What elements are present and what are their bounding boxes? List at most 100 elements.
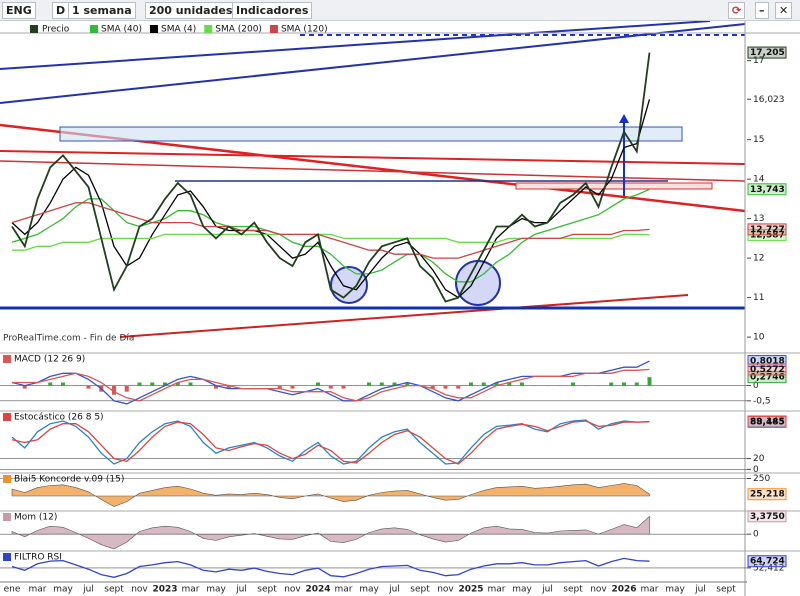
last-value-box [747,223,787,236]
refresh-button[interactable]: ⟳ [728,2,746,19]
histogram-bar [22,385,27,389]
x-tick-label: 2024 [305,585,330,595]
histogram-bar [303,385,308,387]
last-value-label: 0,2746 [750,373,785,383]
symbol-select[interactable]: ENG [2,2,36,19]
close-button[interactable]: ✕ [775,2,793,19]
histogram-bar [622,382,626,386]
histogram-bar [609,382,614,386]
series-line [11,557,650,578]
panel-title: MACD (12 26 9) [14,355,85,365]
legend-label: SMA (200) [215,25,262,35]
histogram-bar [532,385,537,387]
series-line [11,202,650,259]
series-line [11,360,650,405]
histogram-bar [379,382,384,386]
last-value-label: 25,218 [750,490,785,500]
x-tick-label: jul [388,585,400,595]
last-value-label: 64,724 [750,557,785,567]
histogram-bar [73,385,78,387]
panel-title: FILTRO RSI [14,553,62,563]
x-tick-label: 2025 [458,585,483,595]
indicators-button[interactable]: Indicadores [232,2,313,19]
x-tick-label: mar [182,585,200,595]
histogram-bar [405,382,410,386]
x-tick-label: sept [563,585,583,595]
histogram-bar [214,385,218,389]
legend-swatch [269,25,278,33]
histogram-bar [494,382,499,386]
minimize-button[interactable]: – [755,2,769,19]
histogram-bar [175,382,180,386]
y-tick-label: 16,023 [753,95,785,105]
panel-legend-icon [3,355,11,363]
panel-legend-icon [3,475,11,483]
histogram-bar [48,382,53,386]
y-tick-label: -0,5 [753,396,771,406]
series-line [12,233,650,251]
last-value-label: 12,587 [750,230,785,240]
x-tick-label: 2023 [152,585,177,595]
x-tick-label: sept [410,585,430,595]
period-select[interactable]: 1 semana [68,2,136,19]
legend-label: SMA (120) [281,25,328,35]
histogram-bar [252,385,257,387]
period-letter[interactable]: D [52,2,70,19]
x-tick-label: jul [694,585,706,595]
x-tick-label: sept [104,585,124,595]
legend-label: SMA (40) [101,25,142,35]
histogram-bar [545,385,550,387]
histogram-bar [290,385,295,389]
histogram-bar [583,385,588,387]
last-value-label: 88,485 [750,417,785,427]
x-tick-label: jul [541,585,553,595]
histogram-bar [328,385,333,389]
y-tick-label: 20 [753,454,765,464]
histogram-bar [277,385,282,389]
last-value-box [747,46,787,59]
histogram-bar [469,382,473,386]
histogram-bar [124,385,129,392]
x-tick-label: nov [437,585,454,595]
x-tick-label: jul [82,585,94,595]
histogram-bar [456,385,461,389]
legend-swatch [204,25,213,33]
histogram-bar [188,382,193,386]
histogram-bar [137,382,142,386]
histogram-bar [226,385,231,389]
last-value-label: 12,727 [750,225,785,235]
histogram-bar [239,385,244,387]
histogram-bar [507,382,512,386]
last-value-label: 3,3750 [750,512,785,522]
histogram-bar [35,385,40,387]
last-value-box [747,488,787,501]
toolbar: ENG D 1 semana 200 unidades Indicadores … [0,0,800,21]
area [11,483,650,507]
histogram-bar [392,382,397,386]
panel-legend-icon [3,513,11,521]
last-value-box [747,415,787,428]
panel-title: Mom (12) [14,513,57,523]
y-tick-label: 10 [753,333,765,343]
panel-legend-icon [3,413,11,421]
legend-swatch [149,25,158,33]
x-tick-label: may [512,585,532,595]
units-select[interactable]: 200 unidades [145,2,237,19]
series-line [11,188,650,283]
histogram-bar [443,385,448,389]
histogram-bar [647,377,652,386]
histogram-bar [354,385,359,387]
last-value-box [747,555,787,568]
histogram-bar [571,382,575,386]
x-tick-label: ene [4,585,21,595]
series-line [11,52,651,303]
y-tick-label: 11 [753,293,764,303]
legend-swatch [30,25,38,33]
histogram-bar [634,382,639,386]
legend-swatch [90,25,98,33]
panel-legend-icon [3,553,11,561]
x-tick-label: may [665,585,685,595]
y-tick-label: 13 [753,214,764,224]
legend-label: SMA (4) [161,25,196,35]
